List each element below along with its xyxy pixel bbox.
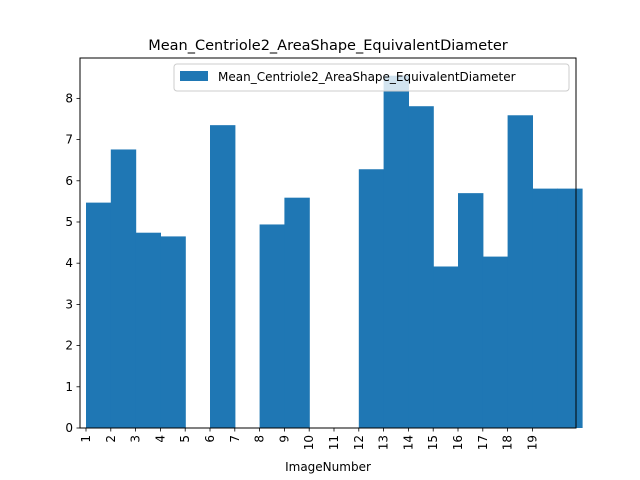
bar-14	[408, 106, 434, 429]
y-tick-label-1: 1	[65, 380, 73, 394]
bar-1	[86, 202, 112, 428]
x-tick-label-3: 3	[129, 435, 143, 443]
y-tick-label-5: 5	[65, 215, 73, 229]
bar-4	[160, 236, 186, 428]
y-tick-label-8: 8	[65, 91, 73, 105]
legend-label: Mean_Centriole2_AreaShape_EquivalentDiam…	[218, 70, 516, 84]
y-tick-label-4: 4	[65, 256, 73, 270]
x-tick-label-13: 13	[377, 435, 391, 450]
bar-2	[110, 149, 137, 428]
bar-16	[458, 193, 484, 428]
bar-17	[482, 256, 509, 428]
x-tick-label-4: 4	[153, 435, 167, 443]
x-tick-label-19: 19	[525, 435, 539, 450]
legend: Mean_Centriole2_AreaShape_EquivalentDiam…	[173, 63, 570, 92]
bars-group	[86, 75, 583, 429]
x-tick-label-9: 9	[277, 435, 291, 443]
bar-12	[358, 169, 385, 428]
bar-3	[135, 232, 161, 428]
x-tick-label-14: 14	[401, 435, 415, 450]
bar-20	[557, 188, 583, 428]
y-tick-label-2: 2	[65, 339, 73, 353]
bar-8	[259, 224, 285, 428]
x-tick-label-11: 11	[327, 435, 341, 450]
y-tick-label-7: 7	[65, 133, 73, 147]
bar-6	[210, 125, 236, 428]
x-tick-label-7: 7	[228, 435, 242, 443]
chart-title: Mean_Centriole2_AreaShape_EquivalentDiam…	[148, 38, 508, 54]
x-axis-label: ImageNumber	[285, 460, 371, 474]
y-tick-label-3: 3	[65, 297, 73, 311]
bar-13	[383, 75, 409, 428]
bar-9	[284, 197, 310, 428]
bar-18	[507, 115, 533, 429]
x-tick-label-8: 8	[253, 435, 267, 443]
x-tick-label-6: 6	[203, 435, 217, 443]
plot-frame	[79, 57, 577, 429]
x-tick-label-17: 17	[476, 435, 490, 450]
bar-19	[532, 188, 558, 428]
x-tick-label-2: 2	[104, 435, 118, 443]
bar-15	[433, 266, 459, 428]
legend-box	[173, 63, 570, 92]
x-tick-label-18: 18	[501, 435, 515, 450]
legend-swatch	[180, 71, 208, 81]
x-tick-label-10: 10	[302, 435, 316, 450]
x-tick-label-1: 1	[79, 435, 93, 443]
x-tick-label-16: 16	[451, 435, 465, 450]
y-tick-label-6: 6	[65, 174, 73, 188]
x-tick-label-5: 5	[178, 435, 192, 443]
x-tick-label-12: 12	[352, 435, 366, 450]
x-tick-label-15: 15	[426, 435, 440, 450]
y-tick-label-0: 0	[65, 421, 73, 435]
